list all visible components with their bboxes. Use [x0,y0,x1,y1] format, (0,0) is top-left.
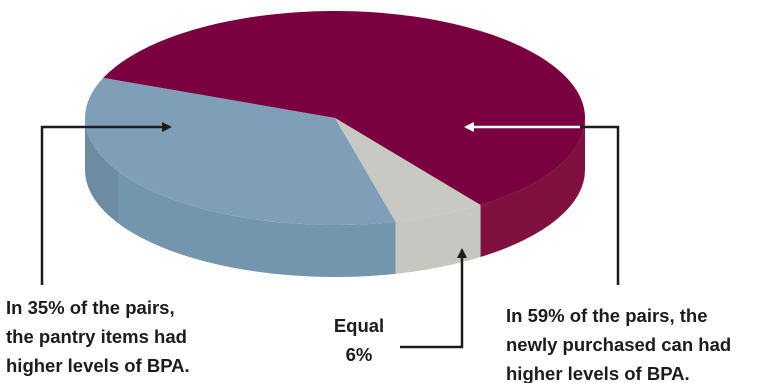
label-newly-purchased-line2: newly purchased can had [506,334,731,355]
label-equal-line2: 6% [346,344,373,365]
pie-side-pantry [85,118,396,278]
label-pantry-line2: the pantry items had [6,326,187,347]
annotation-pantry: In 35% of the pairs, the pantry items ha… [6,122,190,376]
leader-line-equal [400,248,467,349]
pie-side-newly_purchased [480,118,585,258]
pie-slice-pantry [84,77,396,226]
label-pantry-line1: In 35% of the pairs, [6,297,175,318]
pie-slice-equal [335,118,481,222]
label-newly-purchased-line3: higher levels of BPA. [506,363,690,383]
label-equal-line1: Equal [334,315,384,336]
annotation-equal: Equal 6% [334,248,467,365]
pie-slice-newly_purchased [103,11,585,206]
leader-line-newly-purchased-outside [580,125,620,285]
pie-slices [84,11,585,226]
pie-side-shading [85,118,119,224]
label-newly-purchased-line1: In 59% of the pairs, the [506,305,708,326]
leader-line-pantry [40,122,172,285]
label-pantry-line3: higher levels of BPA. [6,355,190,376]
annotation-newly-purchased: In 59% of the pairs, the newly purchased… [464,122,731,383]
